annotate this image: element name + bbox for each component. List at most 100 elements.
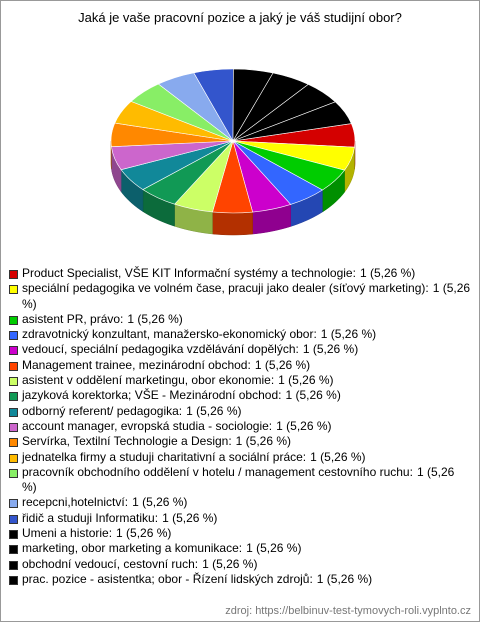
legend-swatch [9, 530, 18, 540]
legend-item: Servírka, Textilní Technologie a Design:… [9, 434, 471, 449]
legend-swatch [9, 545, 18, 555]
legend-item: speciální pedagogika ve volném čase, pra… [9, 281, 471, 312]
legend-value: 1 (5,26 %) [22, 464, 455, 495]
legend-text: prac. pozice - asistentka; obor - Řízení… [22, 572, 372, 587]
source: zdroj: https://belbinuv-test-tymovych-ro… [225, 605, 471, 617]
legend-value: 1 (5,26 %) [202, 556, 258, 571]
legend-text: recepcni,hotelnictví: 1 (5,26 %) [22, 495, 187, 510]
legend-label: speciální pedagogika ve volném čase, pra… [22, 281, 429, 296]
legend-swatch [9, 377, 18, 387]
legend-label: Product Specialist, VŠE KIT Informační s… [22, 266, 356, 280]
legend-value: 1 (5,26 %) [235, 434, 292, 449]
legend-item: vedoucí, speciální pedagogika vzdělávání… [9, 342, 471, 357]
legend-swatch [9, 285, 18, 295]
legend-label: jazyková korektorka; VŠE - Mezinárodní o… [22, 388, 282, 403]
legend-swatch [9, 331, 18, 341]
legend-text: řidič a studuji Informatiku: 1 (5,26 %) [22, 511, 217, 526]
legend-value: 1 (5,26 %) [132, 495, 188, 510]
legend-item: jednatelka firmy a studuji charitativní … [9, 450, 471, 465]
legend-swatch [9, 407, 18, 417]
legend-text: odborný referent/ pedagogika: 1 (5,26 %) [22, 404, 241, 419]
legend-label: asistent PR, právo: [22, 311, 124, 326]
legend-text: Servírka, Textilní Technologie a Design:… [22, 434, 291, 449]
legend-text: obchodní vedoucí, cestovní ruch: 1 (5,26 … [22, 557, 257, 572]
legend-text: marketing, obor marketing a komunikace: 1… [22, 541, 301, 556]
legend-swatch [9, 422, 18, 432]
legend-item: zdravotnický konzultant, manažersko-ekon… [9, 327, 471, 342]
legend-swatch [9, 453, 18, 463]
legend-label: vedoucí, speciální pedagogika vzdělávání… [22, 342, 299, 357]
chart-title: Jaká je vaše pracovní pozice a jaký je v… [78, 10, 402, 25]
legend-item: řidič a studuji Informatiku: 1 (5,26 %) [9, 511, 471, 526]
legend-label: zdravotnický konzultant, manažersko-ekon… [22, 327, 317, 342]
legend-value: 1 (5,26 %) [359, 266, 416, 280]
pie-area [110, 68, 356, 236]
legend-value: 1 (5,26 %) [116, 526, 172, 541]
legend-value: 1 (5,26 %) [254, 357, 311, 372]
legend-text: pracovník obchodního oddělení v hotelu /… [22, 465, 471, 496]
legend: Product Specialist, VŠE KIT Informační s… [9, 266, 471, 587]
legend-label: account manager, evropská studia - socio… [22, 418, 273, 433]
pie-slice [232, 101, 352, 142]
legend-text: speciální pedagogika ve volném čase, pra… [22, 281, 471, 312]
legend-value: 1 (5,26 %) [316, 571, 373, 586]
legend-item: Product Specialist, VŠE KIT Informační s… [9, 266, 471, 281]
legend-value: 1 (5,26 %) [320, 327, 377, 342]
legend-label: prac. pozice - asistentka; obor - Řízení… [22, 571, 313, 586]
legend-swatch [9, 514, 18, 524]
legend-text: Product Specialist, VŠE KIT Informační s… [22, 266, 415, 281]
legend-text: account manager, evropská studia - socio… [22, 419, 332, 434]
legend-label: recepcni,hotelnictví: [22, 495, 129, 510]
legend-text: Management trainee, mezinárodní obchod: 1… [22, 358, 310, 373]
legend-swatch [9, 560, 18, 570]
legend-item: jazyková korektorka; VŠE - Mezinárodní o… [9, 388, 471, 403]
legend-swatch [9, 346, 18, 356]
legend-item: Management trainee, mezinárodní obchod: 1… [9, 358, 471, 373]
legend-label: Servírka, Textilní Technologie a Design: [22, 434, 232, 449]
legend-swatch [9, 392, 18, 402]
slice-side [212, 211, 253, 236]
legend-swatch [9, 468, 18, 478]
legend-swatch [9, 270, 18, 279]
legend-value: 1 (5,26 %) [162, 510, 218, 525]
legend-text: jazyková korektorka; VŠE - Mezinárodní o… [22, 388, 341, 403]
legend-item: account manager, evropská studia - socio… [9, 419, 471, 434]
legend-swatch [9, 315, 18, 325]
legend-label: pracovník obchodního oddělení v hotelu /… [22, 464, 413, 479]
legend-item: prac. pozice - asistentka; obor - Řízení… [9, 572, 471, 587]
legend-value: 1 (5,26 %) [278, 373, 334, 388]
legend-swatch [9, 438, 18, 448]
legend-swatch [9, 499, 18, 509]
legend-value: 1 (5,26 %) [285, 388, 341, 403]
legend-swatch [9, 575, 18, 585]
legend-item: marketing, obor marketing a komunikace: 1… [9, 541, 471, 556]
legend-value: 1 (5,26 %) [246, 541, 302, 556]
legend-value: 1 (5,26 %) [302, 342, 359, 357]
legend-text: jednatelka firmy a studuji charitativní … [22, 450, 366, 465]
legend-text: zdravotnický konzultant, manažersko-ekon… [22, 327, 376, 342]
legend-text: Umeni a historie: 1 (5,26 %) [22, 526, 171, 541]
legend-label: odborný referent/ pedagogika: [22, 403, 183, 418]
legend-item: Umeni a historie: 1 (5,26 %) [9, 526, 471, 541]
legend-text: vedoucí, speciální pedagogika vzdělávání… [22, 342, 358, 357]
legend-label: řidič a studuji Informatiku: [22, 510, 159, 525]
legend-label: asistent v oddělení marketingu, obor eko… [22, 373, 275, 388]
legend-item: odborný referent/ pedagogika: 1 (5,26 %) [9, 404, 471, 419]
legend-item: asistent PR, právo: 1 (5,26 %) [9, 312, 471, 327]
legend-label: jednatelka firmy a studuji charitativní … [22, 449, 307, 464]
legend-item: recepcni,hotelnictví: 1 (5,26 %) [9, 495, 471, 510]
legend-value: 1 (5,26 %) [310, 449, 366, 464]
legend-value: 1 (5,26 %) [127, 311, 183, 326]
legend-label: Management trainee, mezinárodní obchod: [22, 357, 251, 372]
legend-item: pracovník obchodního oddělení v hotelu /… [9, 465, 471, 496]
legend-text: asistent PR, právo: 1 (5,26 %) [22, 312, 183, 327]
legend-swatch [9, 361, 18, 371]
legend-item: asistent v oddělení marketingu, obor eko… [9, 373, 471, 388]
legend-label: marketing, obor marketing a komunikace: [22, 541, 243, 556]
legend-label: Umeni a historie: [22, 526, 113, 541]
legend-label: obchodní vedoucí, cestovní ruch: [22, 556, 199, 571]
legend-value: 1 (5,26 %) [22, 281, 471, 311]
legend-text: asistent v oddělení marketingu, obor eko… [22, 373, 334, 388]
legend-value: 1 (5,26 %) [276, 418, 332, 433]
